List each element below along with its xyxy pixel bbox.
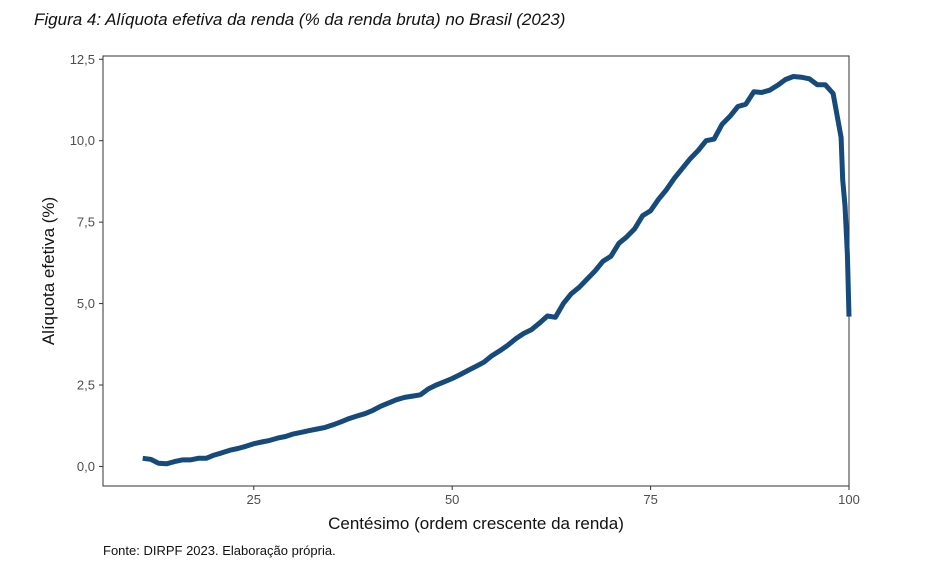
y-tick-label: 5,0 xyxy=(77,296,95,311)
plot-panel xyxy=(102,55,850,487)
y-axis: 0,0 2,5 5,0 7,5 10,0 12,5 xyxy=(70,52,103,474)
y-tick-label: 7,5 xyxy=(77,215,95,230)
x-axis-label: Centésimo (ordem crescente da renda) xyxy=(328,514,624,533)
x-tick-label: 75 xyxy=(643,492,657,507)
x-tick-label: 25 xyxy=(247,492,261,507)
x-axis: 25 50 75 100 xyxy=(247,486,860,507)
x-tick-label: 50 xyxy=(445,492,459,507)
x-tick-label: 100 xyxy=(838,492,860,507)
y-tick-label: 12,5 xyxy=(70,52,95,67)
y-tick-label: 0,0 xyxy=(77,459,95,474)
y-axis-label: Alíquota efetiva (%) xyxy=(39,197,58,345)
source-note: Fonte: DIRPF 2023. Elaboração própria. xyxy=(103,543,336,558)
figure-title: Figura 4: Alíquota efetiva da renda (% d… xyxy=(34,10,566,29)
y-tick-label: 2,5 xyxy=(77,378,95,393)
series-line xyxy=(142,74,852,467)
y-tick-label: 10,0 xyxy=(70,133,95,148)
